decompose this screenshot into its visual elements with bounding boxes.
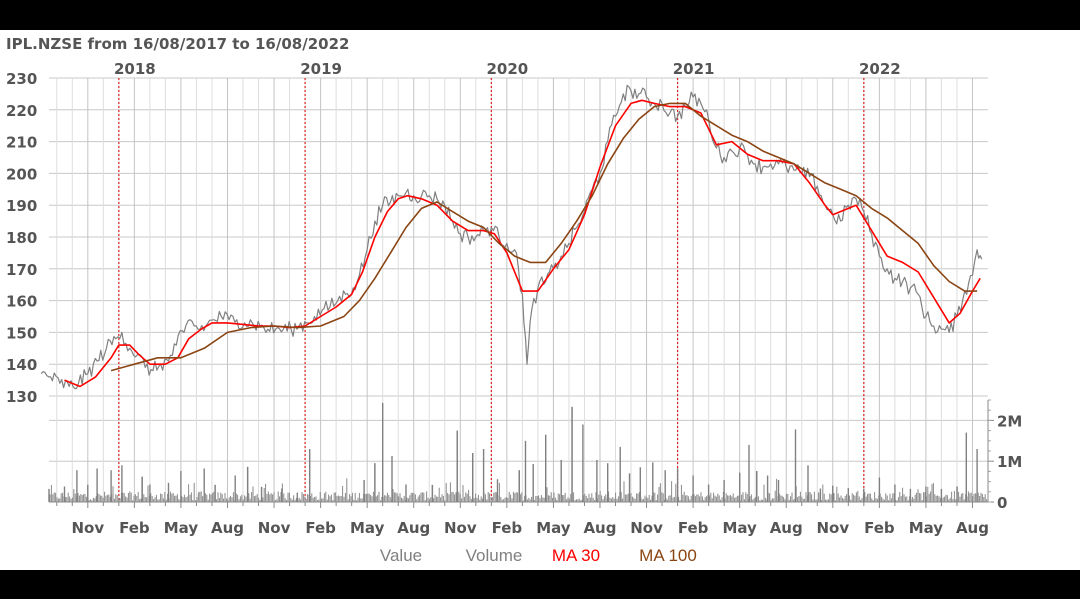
series-line-ma-100	[110, 102, 978, 372]
year-label: 2022	[859, 60, 901, 78]
month-label: Nov	[816, 519, 849, 537]
price-tick-label: 180	[6, 229, 37, 247]
month-label: May	[350, 519, 385, 537]
chart-title: IPL.NZSE from 16/08/2017 to 16/08/2022	[6, 35, 349, 53]
month-label: Nov	[258, 519, 291, 537]
price-tick-label: 140	[6, 356, 37, 374]
price-tick-label: 150	[6, 324, 37, 342]
month-label: Feb	[678, 519, 709, 537]
month-label: Feb	[864, 519, 895, 537]
series-line-ma-30	[64, 99, 981, 388]
price-tick-label: 200	[6, 165, 37, 183]
year-label: 2021	[673, 60, 715, 78]
year-label: 2019	[300, 60, 342, 78]
month-label: Feb	[492, 519, 523, 537]
month-label: Aug	[583, 519, 616, 537]
legend-item-ma-30: MA 30	[552, 546, 600, 565]
stock-chart: IPL.NZSE from 16/08/2017 to 16/08/2022 1…	[6, 35, 1022, 565]
legend-item-volume: Volume	[466, 546, 523, 565]
volume-tick-label: 2M	[997, 412, 1022, 430]
month-label: Nov	[444, 519, 477, 537]
month-label: Nov	[71, 519, 104, 537]
year-label: 2020	[486, 60, 528, 78]
price-tick-label: 170	[6, 261, 37, 279]
month-label: May	[909, 519, 944, 537]
month-label: May	[536, 519, 571, 537]
month-label: May	[722, 519, 757, 537]
month-label: Aug	[397, 519, 430, 537]
month-label: Feb	[119, 519, 150, 537]
chart-frame: IPL.NZSE from 16/08/2017 to 16/08/2022 1…	[0, 30, 1080, 570]
volume-tick-label: 1M	[997, 453, 1022, 471]
month-label: May	[164, 519, 199, 537]
price-tick-label: 210	[6, 134, 37, 152]
month-label: Nov	[630, 519, 663, 537]
month-label: Aug	[211, 519, 244, 537]
price-tick-label: 160	[6, 293, 37, 311]
price-tick-label: 230	[6, 70, 37, 88]
year-label: 2018	[114, 60, 156, 78]
volume-tick-label: 0	[997, 494, 1007, 512]
price-tick-label: 220	[6, 102, 37, 120]
month-label: Aug	[770, 519, 803, 537]
month-label: Feb	[305, 519, 336, 537]
legend-item-ma-100: MA 100	[639, 546, 697, 565]
price-tick-label: 190	[6, 197, 37, 215]
month-label: Aug	[956, 519, 989, 537]
price-tick-label: 130	[6, 388, 37, 406]
legend-item-value: Value	[380, 546, 422, 565]
